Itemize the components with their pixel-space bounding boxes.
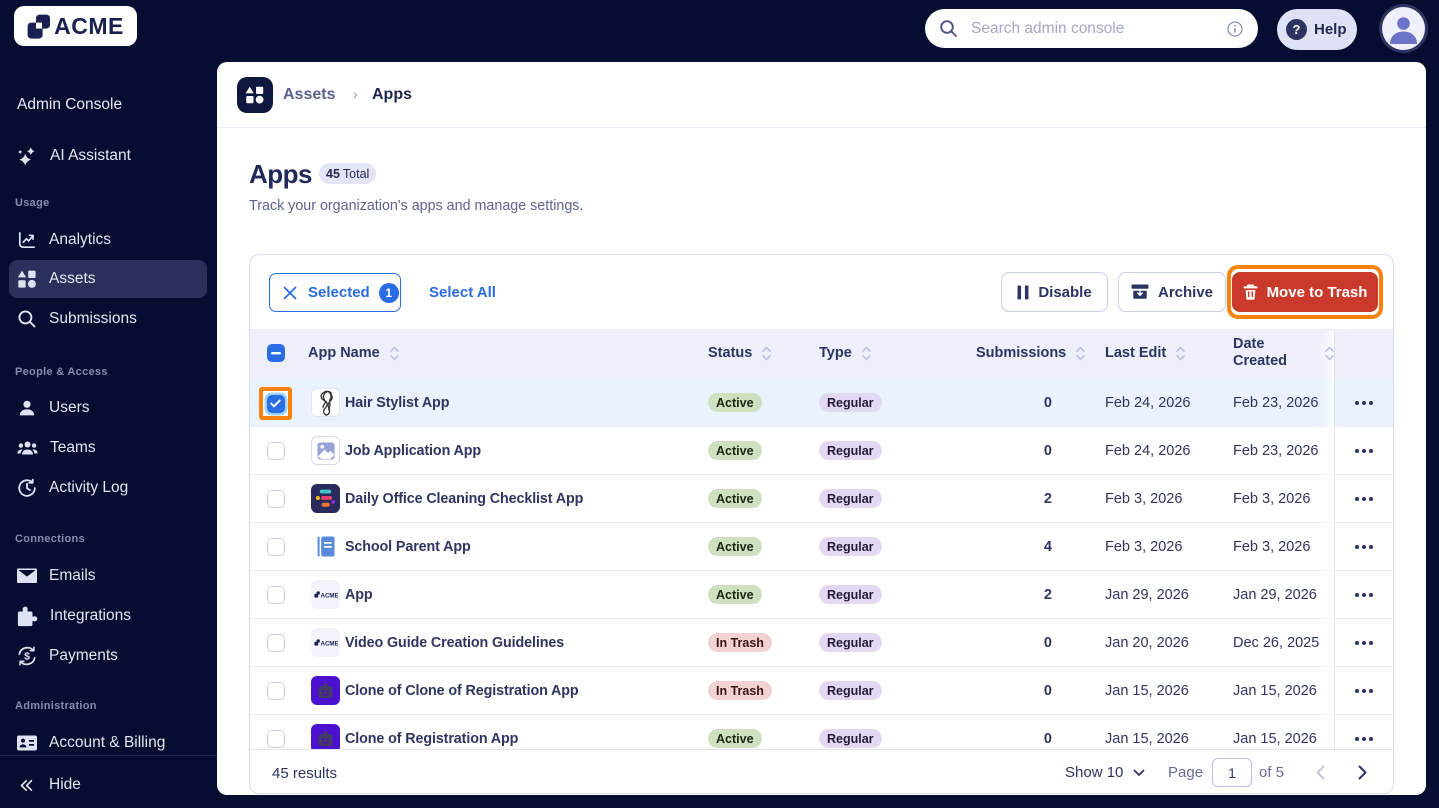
svg-text:$: $	[24, 651, 30, 663]
svg-text:ACME: ACME	[320, 640, 338, 647]
svg-text:ACME: ACME	[320, 592, 338, 599]
